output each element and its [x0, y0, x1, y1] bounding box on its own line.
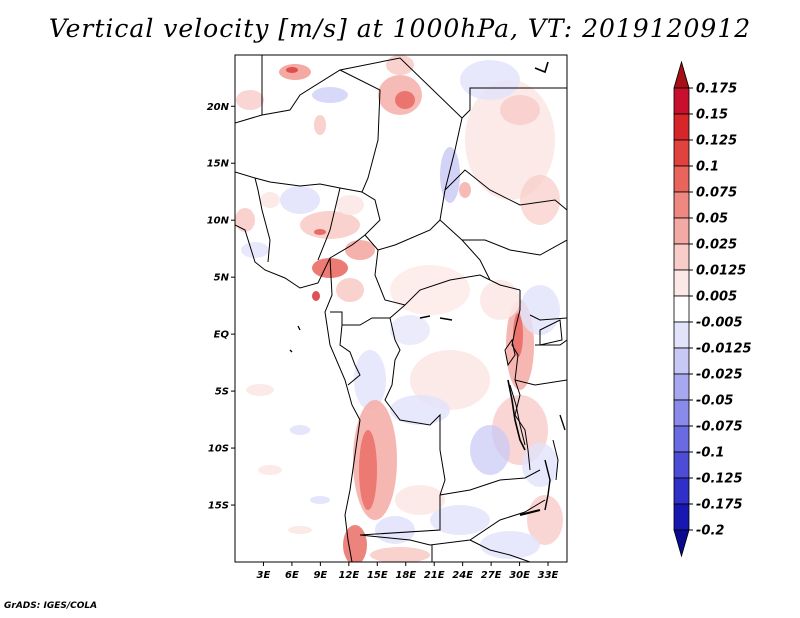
colorbar-label: 0.005 — [696, 290, 737, 305]
lon-label: 33E — [538, 570, 559, 581]
colorbar-label: 0.025 — [696, 238, 737, 253]
lat-label: 5N — [214, 273, 230, 284]
lon-label: 15E — [367, 570, 388, 581]
colorbar-label: 0.125 — [696, 134, 737, 149]
colorbar-label: 0.15 — [696, 108, 728, 123]
colorbar-label: -0.0125 — [696, 342, 752, 357]
lon-label: 21E — [424, 570, 445, 581]
colorbar-swatch — [673, 165, 690, 193]
colorbar-swatch — [673, 425, 690, 453]
lon-label: 18E — [395, 570, 416, 581]
colorbar-label: 0.075 — [696, 186, 737, 201]
colorbar-swatch — [673, 451, 690, 479]
lon-label: 30E — [509, 570, 530, 581]
colorbar-swatch — [673, 347, 690, 375]
colorbar-swatch — [673, 477, 690, 505]
velocity-field — [235, 55, 563, 562]
colorbar-swatch — [673, 321, 690, 349]
longitude-axis: 3E 6E 9E 12E 15E 18E 21E 24E 27E 30E 33E — [257, 562, 559, 581]
country-boundaries — [235, 55, 567, 562]
map-title: Vertical velocity [m/s] at 1000hPa, VT: … — [48, 14, 752, 43]
colorbar-label: -0.125 — [696, 472, 743, 487]
lat-label: 15N — [207, 159, 230, 170]
colorbar-swatch — [673, 503, 690, 531]
colorbar-swatch — [673, 60, 690, 89]
colorbar-label: -0.075 — [696, 420, 743, 435]
lat-label: 10N — [207, 216, 230, 227]
colorbar-swatch — [673, 295, 690, 323]
colorbar-swatch — [673, 373, 690, 401]
colorbar-label: -0.005 — [696, 316, 743, 331]
colorbar-swatch — [673, 529, 690, 558]
colorbar-swatch — [673, 87, 690, 115]
lon-label: 6E — [285, 570, 299, 581]
lon-label: 3E — [257, 570, 271, 581]
colorbar-label: 0.0125 — [696, 264, 746, 279]
colorbar-label: 0.1 — [696, 160, 719, 175]
lat-label: 10S — [208, 444, 229, 455]
colorbar-label: -0.175 — [696, 498, 743, 513]
colorbar-swatch — [673, 217, 690, 245]
colorbar-label: 0.175 — [696, 82, 737, 97]
colorbar-swatch — [673, 191, 690, 219]
grads-credit: GrADS: IGES/COLA — [4, 601, 98, 611]
map-frame — [234, 54, 568, 563]
colorbar: 0.175 0.15 0.125 0.1 0.075 0.05 0.025 0.0125 0.0… — [673, 60, 752, 558]
colorbar-swatch — [673, 113, 690, 141]
latitude-axis: 20N 15N 10N 5N EQ 5S 10S 15S — [207, 102, 235, 512]
lat-label: EQ — [214, 330, 230, 341]
colorbar-swatch — [673, 243, 690, 271]
lat-label: 20N — [207, 102, 230, 113]
colorbar-swatch — [673, 139, 690, 167]
lat-label: 5S — [215, 387, 229, 398]
colorbar-swatch — [673, 399, 690, 427]
colorbar-label: -0.025 — [696, 368, 743, 383]
lat-label: 15S — [208, 501, 229, 512]
lon-label: 24E — [452, 570, 473, 581]
colorbar-label: -0.05 — [696, 394, 733, 409]
colorbar-label: -0.2 — [696, 524, 724, 539]
colorbar-label: -0.1 — [696, 446, 724, 461]
lon-label: 12E — [338, 570, 359, 581]
lon-label: 27E — [481, 570, 502, 581]
colorbar-label: 0.05 — [696, 212, 728, 227]
lon-label: 9E — [313, 570, 327, 581]
colorbar-swatch — [673, 269, 690, 297]
